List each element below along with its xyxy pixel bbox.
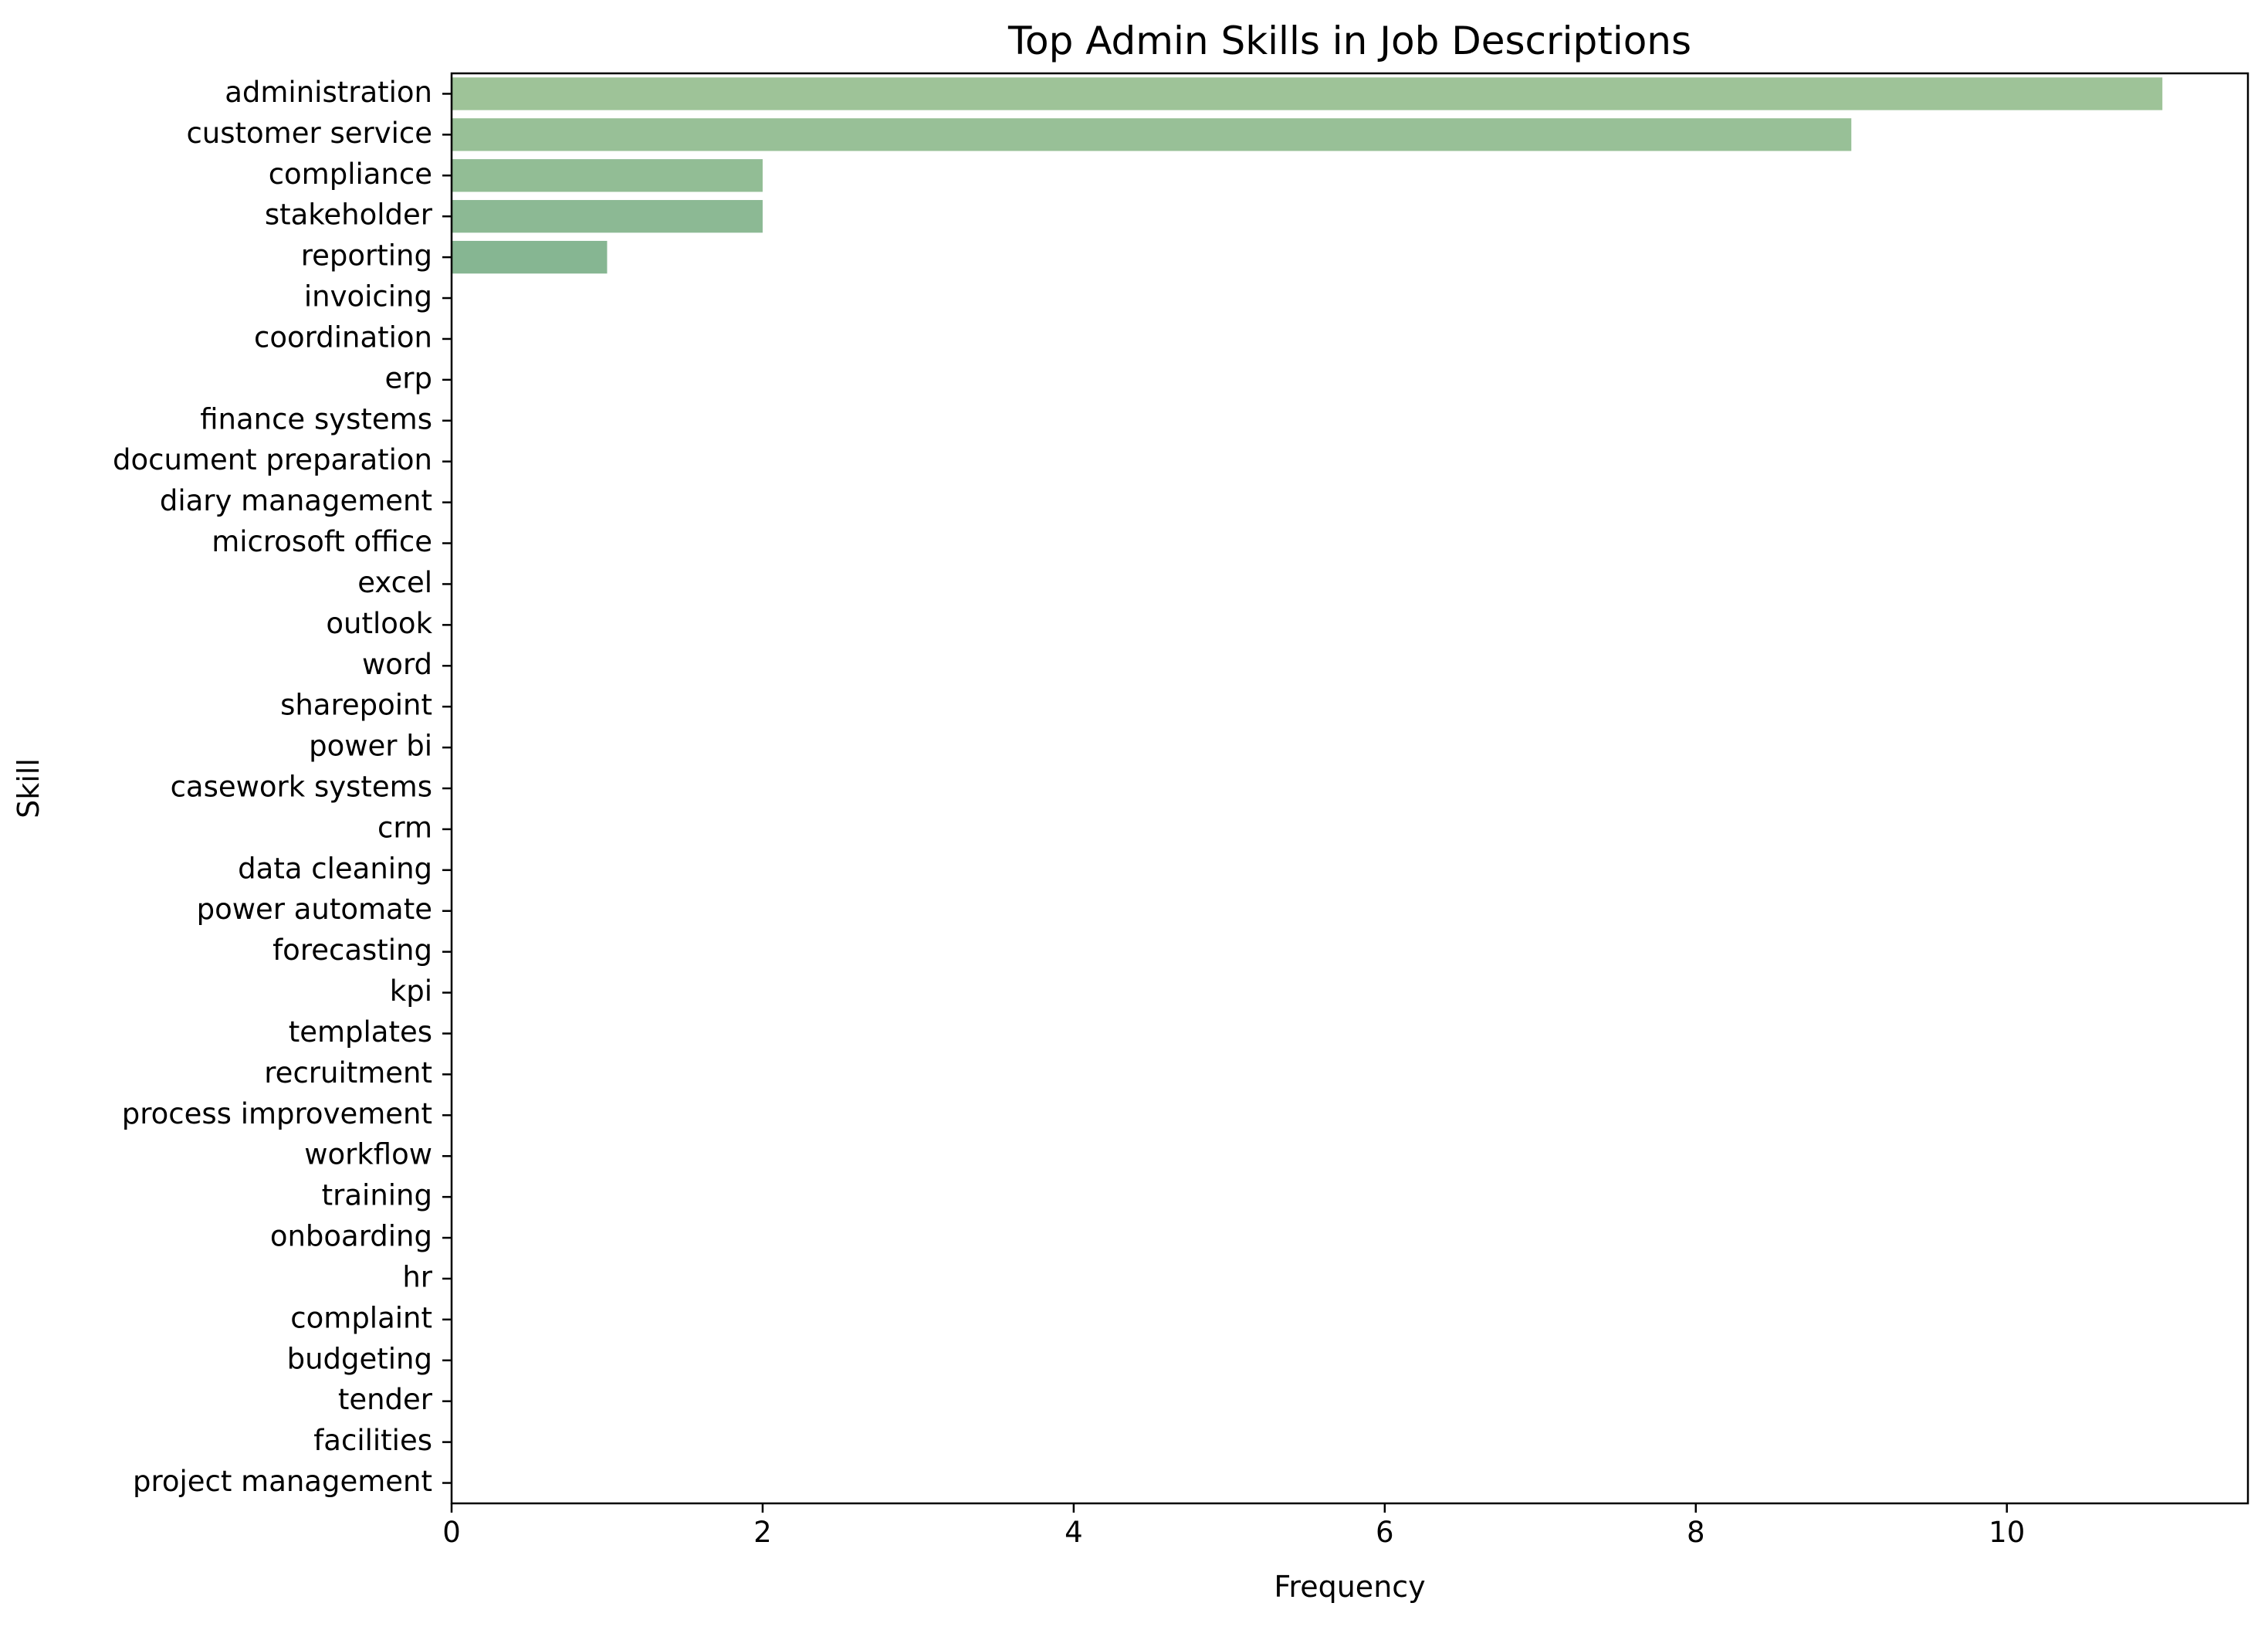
- x-tick-label: 2: [753, 1516, 772, 1549]
- y-tick-label: workflow: [304, 1138, 432, 1171]
- y-tick-label: erp: [385, 361, 432, 395]
- chart-title: Top Admin Skills in Job Descriptions: [1007, 19, 1691, 63]
- x-tick-label: 4: [1065, 1516, 1083, 1549]
- bar-compliance: [452, 159, 763, 192]
- bars-layer: [452, 77, 2163, 274]
- y-tick-label: data cleaning: [238, 852, 432, 885]
- y-tick-label: stakeholder: [265, 198, 433, 232]
- y-tick-label: sharepoint: [280, 689, 432, 722]
- y-tick-label: power bi: [309, 730, 432, 763]
- bar-stakeholder: [452, 200, 763, 233]
- x-axis: 0 2 4 6 8 10: [442, 1503, 2025, 1549]
- bar-administration: [452, 77, 2163, 110]
- y-tick-label: diary management: [160, 484, 432, 517]
- y-axis: administration customer service compliance…: [113, 76, 452, 1498]
- y-tick-label: complaint: [290, 1301, 432, 1334]
- y-tick-label: tender: [338, 1383, 433, 1416]
- y-tick-label: excel: [357, 566, 432, 599]
- x-tick-label: 8: [1687, 1516, 1705, 1549]
- y-axis-label: Skill: [12, 758, 46, 818]
- y-tick-label: outlook: [326, 607, 432, 640]
- y-tick-label: microsoft office: [212, 525, 432, 558]
- bar-customer-service: [452, 118, 1852, 151]
- x-axis-label: Frequency: [1274, 1570, 1425, 1604]
- y-tick-label: crm: [377, 811, 432, 844]
- y-tick-label: finance systems: [200, 402, 432, 435]
- y-tick-label: customer service: [186, 117, 432, 150]
- y-tick-label: onboarding: [270, 1220, 432, 1253]
- y-tick-label: administration: [225, 76, 432, 109]
- bar-reporting: [452, 240, 608, 274]
- x-tick-label: 10: [1989, 1516, 2025, 1549]
- y-tick-label: training: [322, 1179, 432, 1212]
- y-tick-label: project management: [133, 1465, 432, 1498]
- y-tick-label: coordination: [254, 320, 432, 354]
- y-tick-label: process improvement: [122, 1097, 432, 1130]
- y-tick-label: document preparation: [113, 443, 432, 476]
- y-tick-label: hr: [402, 1260, 432, 1293]
- y-tick-label: invoicing: [304, 280, 432, 313]
- y-tick-label: casework systems: [171, 771, 432, 804]
- y-tick-label: facilities: [313, 1424, 432, 1457]
- x-tick-label: 0: [442, 1516, 461, 1549]
- y-tick-label: reporting: [301, 239, 432, 273]
- y-tick-label: templates: [289, 1015, 432, 1049]
- y-tick-label: compliance: [269, 158, 432, 191]
- y-tick-label: budgeting: [287, 1342, 432, 1375]
- y-tick-label: kpi: [390, 974, 432, 1008]
- x-tick-label: 6: [1376, 1516, 1394, 1549]
- y-tick-label: power automate: [197, 893, 432, 926]
- y-tick-label: recruitment: [264, 1056, 432, 1089]
- y-tick-label: word: [362, 648, 432, 681]
- y-tick-label: forecasting: [272, 934, 432, 967]
